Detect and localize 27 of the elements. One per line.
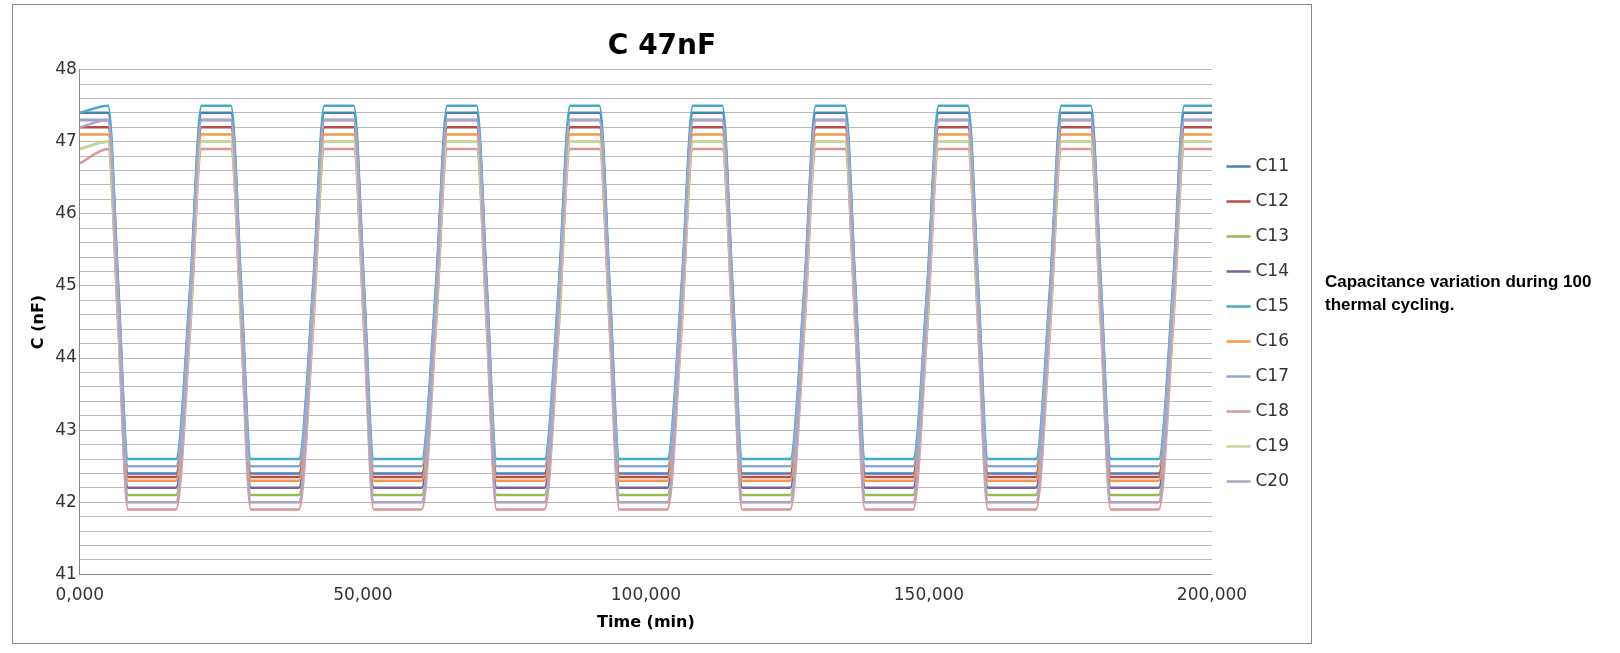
x-axis-title: Time (min) — [597, 611, 695, 631]
legend-label: C17 — [1255, 364, 1290, 385]
legend-label: C11 — [1255, 154, 1290, 175]
x-tick-label: 0,000 — [55, 584, 105, 605]
y-tick-label: 47 — [55, 130, 77, 151]
legend-label: C14 — [1255, 259, 1290, 280]
legend-label: C15 — [1255, 294, 1290, 315]
y-axis-title: C (nF) — [27, 294, 47, 350]
y-tick-label: 43 — [55, 418, 77, 439]
y-tick-label: 48 — [55, 58, 77, 79]
x-tick-label: 50,000 — [333, 584, 393, 605]
y-tick-label: 45 — [55, 274, 77, 295]
y-tick-label: 42 — [55, 490, 77, 511]
legend-label: C20 — [1255, 469, 1290, 490]
legend-label: C18 — [1255, 399, 1290, 420]
chart-title: C 47nF — [607, 28, 717, 62]
y-tick-label: 46 — [55, 202, 77, 223]
legend-label: C13 — [1255, 224, 1290, 245]
x-tick-label: 200,000 — [1176, 584, 1248, 605]
y-tick-label: 44 — [55, 346, 77, 367]
text: Capacitance variation during 100 thermal cycling. — [1325, 271, 1593, 316]
legend-label: C19 — [1255, 434, 1290, 455]
x-tick-label: 100,000 — [610, 584, 682, 605]
y-tick-label: 41 — [55, 562, 77, 583]
legend-label: C12 — [1255, 189, 1290, 210]
legend-label: C16 — [1255, 329, 1290, 350]
x-tick-label: 150,000 — [893, 584, 965, 605]
